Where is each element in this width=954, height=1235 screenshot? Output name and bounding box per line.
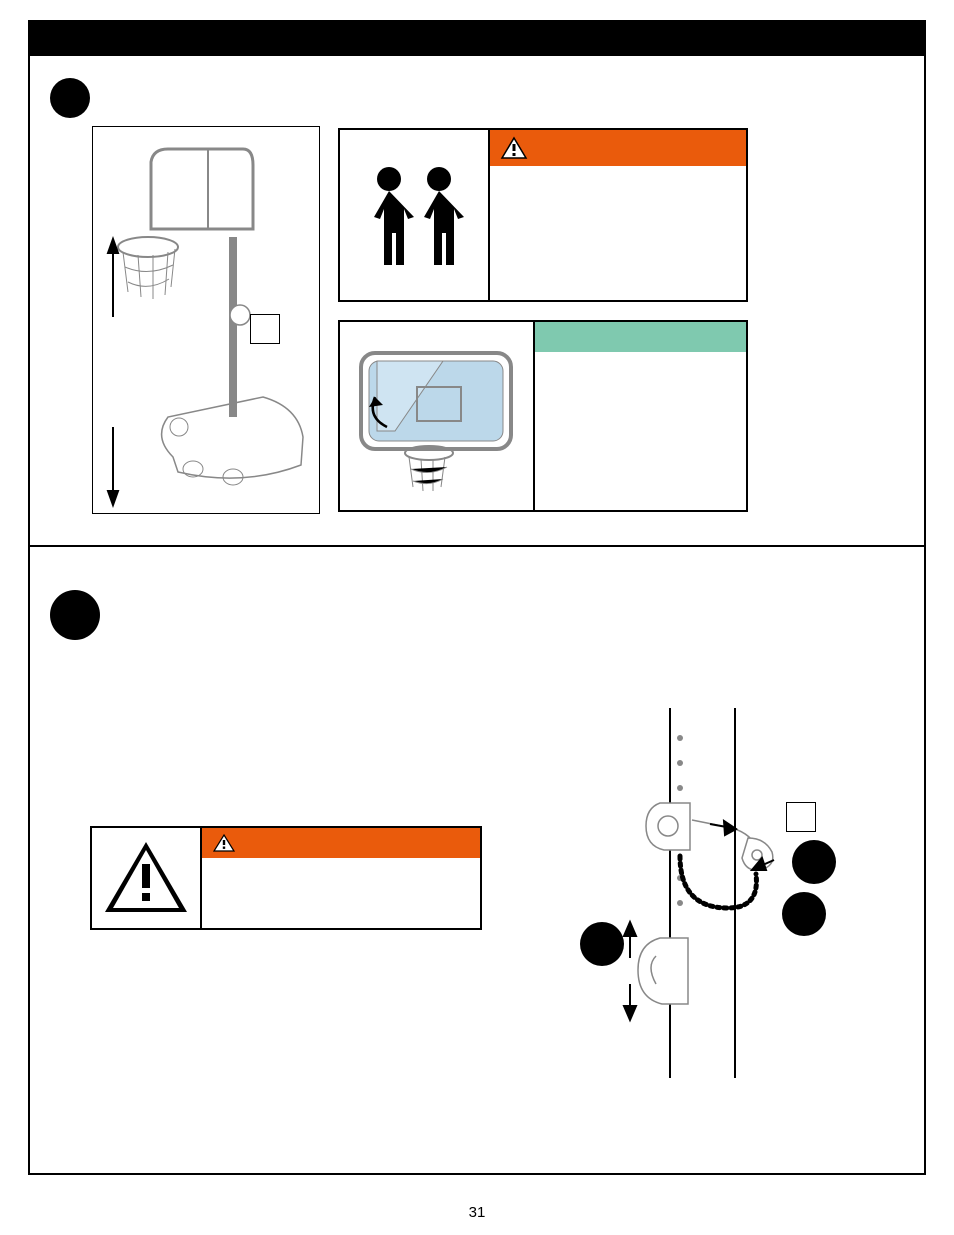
- warning-body-2: [202, 858, 480, 928]
- callout-square-1: [250, 314, 280, 344]
- dot-left: [580, 922, 624, 966]
- alert-triangle-large-icon: [101, 838, 191, 918]
- note-body: [535, 352, 746, 510]
- page: 31: [0, 0, 954, 1235]
- backboard-film-icon: [347, 331, 527, 501]
- warning-bottom: [90, 826, 482, 930]
- two-people-icon: [354, 155, 474, 275]
- note-illustration: [340, 322, 535, 510]
- section-divider: [28, 545, 926, 547]
- note-remove-film: [338, 320, 748, 512]
- step-circle-1: [50, 78, 90, 118]
- callout-square-2: [786, 802, 816, 832]
- dot-upper-right: [792, 840, 836, 884]
- note-header: [535, 322, 746, 352]
- pole-adjust-illustration: [560, 708, 890, 1078]
- hoop-svg: [93, 127, 321, 515]
- alert-triangle-icon: [212, 833, 236, 853]
- warning-body-1: [490, 166, 746, 300]
- warning-header-2: [202, 828, 480, 858]
- warning-two-people: [338, 128, 748, 302]
- header-bar: [28, 20, 926, 56]
- warning-icon-people: [340, 130, 490, 300]
- alert-triangle-icon: [500, 136, 528, 160]
- warning-icon-triangle: [92, 828, 202, 928]
- step-circle-2: [50, 590, 100, 640]
- warning-header-1: [490, 130, 746, 166]
- dot-lower-right: [782, 892, 826, 936]
- page-number: 31: [0, 1204, 954, 1221]
- hoop-illustration: [92, 126, 320, 514]
